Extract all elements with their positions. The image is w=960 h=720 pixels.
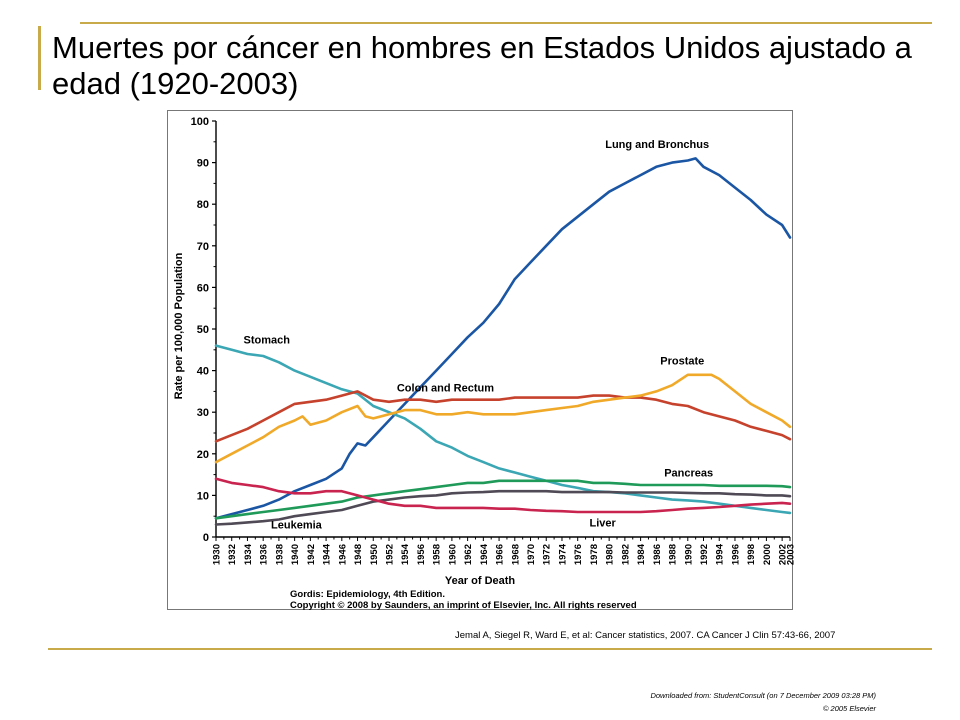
series-line-lung-and-bronchus <box>214 157 792 520</box>
x-tick-label: 1986 <box>652 544 663 565</box>
series-line-prostate <box>214 373 792 464</box>
series-label-liver: Liver <box>589 518 616 530</box>
y-tick-label: 70 <box>197 241 209 253</box>
x-tick-label: 1988 <box>668 544 679 565</box>
x-tick-label: 1992 <box>699 544 710 565</box>
x-tick-label: 1980 <box>605 544 616 565</box>
x-tick-label: 1930 <box>212 544 223 565</box>
x-tick-label: 1982 <box>620 544 631 565</box>
x-tick-label: 1984 <box>636 543 647 565</box>
download-note: Downloaded from: StudentConsult (on 7 De… <box>650 691 876 700</box>
x-tick-label: 1944 <box>322 543 333 565</box>
series-label-leukemia: Leukemia <box>271 520 323 532</box>
x-tick-label: 1998 <box>746 544 757 565</box>
x-axis-title: Year of Death <box>445 575 516 587</box>
x-tick-label: 1968 <box>510 544 521 565</box>
series-line-colon-and-rectum <box>214 390 792 443</box>
y-tick-label: 10 <box>197 490 209 502</box>
line-chart: 0 10 20 30 40 50 60 70 80 90 100 1930 1932 1934 1936 19… <box>173 116 794 611</box>
citation: Jemal A, Siegel R, Ward E, et al: Cancer… <box>455 630 836 641</box>
x-tick-label: 1954 <box>400 543 411 565</box>
series-line-stomach <box>214 344 792 515</box>
chart-source-line-1: Gordis: Epidemiology, 4th Edition. <box>290 589 445 600</box>
series-labels-layer: Lung and Bronchus Stomach Colon and Rectum… <box>244 139 714 532</box>
x-tick-label: 1964 <box>479 543 490 565</box>
x-tick-label: 1966 <box>495 544 506 565</box>
series-label-pancreas: Pancreas <box>664 468 713 480</box>
x-tick-label: 1972 <box>542 544 553 565</box>
x-tick-label: 1958 <box>432 544 443 565</box>
y-tick-label: 60 <box>197 282 209 294</box>
series-line-leukemia <box>214 489 792 526</box>
x-tick-label: 1946 <box>337 544 348 565</box>
chart-source-line-2: Copyright © 2008 by Saunders, an imprint… <box>290 600 637 611</box>
y-tick-label: 100 <box>191 116 209 128</box>
y-tick-label: 0 <box>203 532 209 544</box>
x-tick-label: 2000 <box>762 544 773 565</box>
series-line-pancreas <box>214 479 792 520</box>
y-tick-label: 30 <box>197 407 209 419</box>
x-tick-label: 1978 <box>589 544 600 565</box>
x-tick-label: 2002 <box>778 544 789 565</box>
series-line-liver <box>214 477 792 514</box>
series-label-colon-and-rectum: Colon and Rectum <box>397 382 494 394</box>
x-tick-label: 1948 <box>353 544 364 565</box>
series-layer <box>214 157 792 526</box>
x-tick-label: 1962 <box>463 544 474 565</box>
x-tick-label: 1970 <box>526 544 537 565</box>
x-tick-label: 1976 <box>573 544 584 565</box>
x-tick-label: 2003 <box>786 544 795 565</box>
y-tick-label: 40 <box>197 366 209 378</box>
axes-layer: 0 10 20 30 40 50 60 70 80 90 100 1930 1932 1934 1936 19… <box>191 116 794 565</box>
x-tick-label: 1932 <box>227 544 238 565</box>
x-tick-label: 1990 <box>683 544 694 565</box>
x-tick-label: 1942 <box>306 544 317 565</box>
y-tick-label: 50 <box>197 324 209 336</box>
x-tick-label: 1960 <box>447 544 458 565</box>
bottom-accent-rule <box>48 648 932 650</box>
x-tick-label: 1938 <box>274 544 285 565</box>
x-tick-label: 1956 <box>416 544 427 565</box>
x-tick-label: 1994 <box>715 543 726 565</box>
series-label-prostate: Prostate <box>660 355 704 367</box>
y-tick-label: 20 <box>197 449 209 461</box>
top-accent-rule <box>80 22 932 24</box>
title-accent-bar <box>38 26 41 90</box>
x-tick-label: 1952 <box>384 544 395 565</box>
slide-title: Muertes por cáncer en hombres en Estados… <box>52 30 912 101</box>
y-tick-label: 90 <box>197 158 209 170</box>
x-tick-label: 1934 <box>243 543 254 565</box>
copyright-note: © 2005 Elsevier <box>822 704 876 713</box>
series-label-lung-and-bronchus: Lung and Bronchus <box>605 139 709 151</box>
chart-frame: 0 10 20 30 40 50 60 70 80 90 100 1930 1932 1934 1936 19… <box>167 110 794 611</box>
x-tick-label: 1996 <box>730 544 741 565</box>
x-tick-label: 1940 <box>290 544 301 565</box>
y-tick-label: 80 <box>197 199 209 211</box>
x-tick-label: 1974 <box>557 543 568 565</box>
series-label-stomach: Stomach <box>244 335 291 347</box>
x-tick-label: 1950 <box>369 544 380 565</box>
y-axis-title: Rate per 100,000 Population <box>173 252 185 399</box>
x-tick-label: 1936 <box>259 544 270 565</box>
